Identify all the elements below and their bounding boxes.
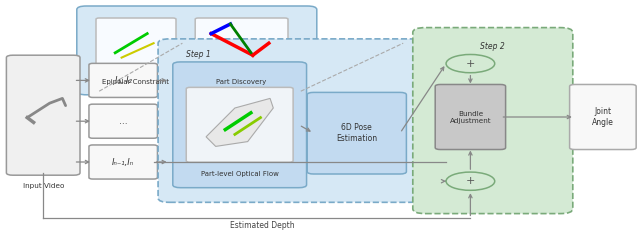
FancyBboxPatch shape [173, 62, 307, 188]
Text: Bundle
Adjustment: Bundle Adjustment [449, 110, 492, 124]
Text: ...: ... [119, 117, 127, 126]
FancyBboxPatch shape [96, 18, 176, 73]
FancyBboxPatch shape [413, 28, 573, 214]
Text: 6D Pose
Estimation: 6D Pose Estimation [336, 124, 378, 143]
Text: Step 1: Step 1 [186, 50, 211, 59]
FancyBboxPatch shape [195, 18, 288, 73]
Text: Estimated Depth: Estimated Depth [230, 221, 294, 230]
Text: Part-level Optical Flow: Part-level Optical Flow [201, 171, 278, 177]
FancyBboxPatch shape [89, 145, 157, 179]
Text: Part Discovery: Part Discovery [216, 79, 267, 85]
Text: +: + [466, 59, 475, 69]
FancyBboxPatch shape [570, 84, 636, 150]
FancyBboxPatch shape [6, 55, 80, 175]
FancyBboxPatch shape [89, 63, 157, 97]
Circle shape [446, 54, 495, 73]
FancyBboxPatch shape [186, 87, 293, 162]
Text: Iₙ₋₁,Iₙ: Iₙ₋₁,Iₙ [112, 157, 134, 167]
FancyBboxPatch shape [89, 104, 157, 138]
Polygon shape [206, 98, 273, 146]
Text: I₁, I₂: I₁, I₂ [115, 76, 132, 85]
Circle shape [446, 172, 495, 190]
FancyBboxPatch shape [435, 84, 506, 150]
Text: +: + [466, 176, 475, 186]
FancyBboxPatch shape [307, 92, 406, 174]
Text: Input Video: Input Video [22, 183, 64, 189]
Text: Step 2: Step 2 [481, 42, 505, 51]
FancyBboxPatch shape [77, 6, 317, 95]
Text: Joint
Angle: Joint Angle [592, 107, 614, 127]
FancyBboxPatch shape [158, 39, 421, 202]
Text: Epipolar Constraint: Epipolar Constraint [102, 79, 170, 85]
